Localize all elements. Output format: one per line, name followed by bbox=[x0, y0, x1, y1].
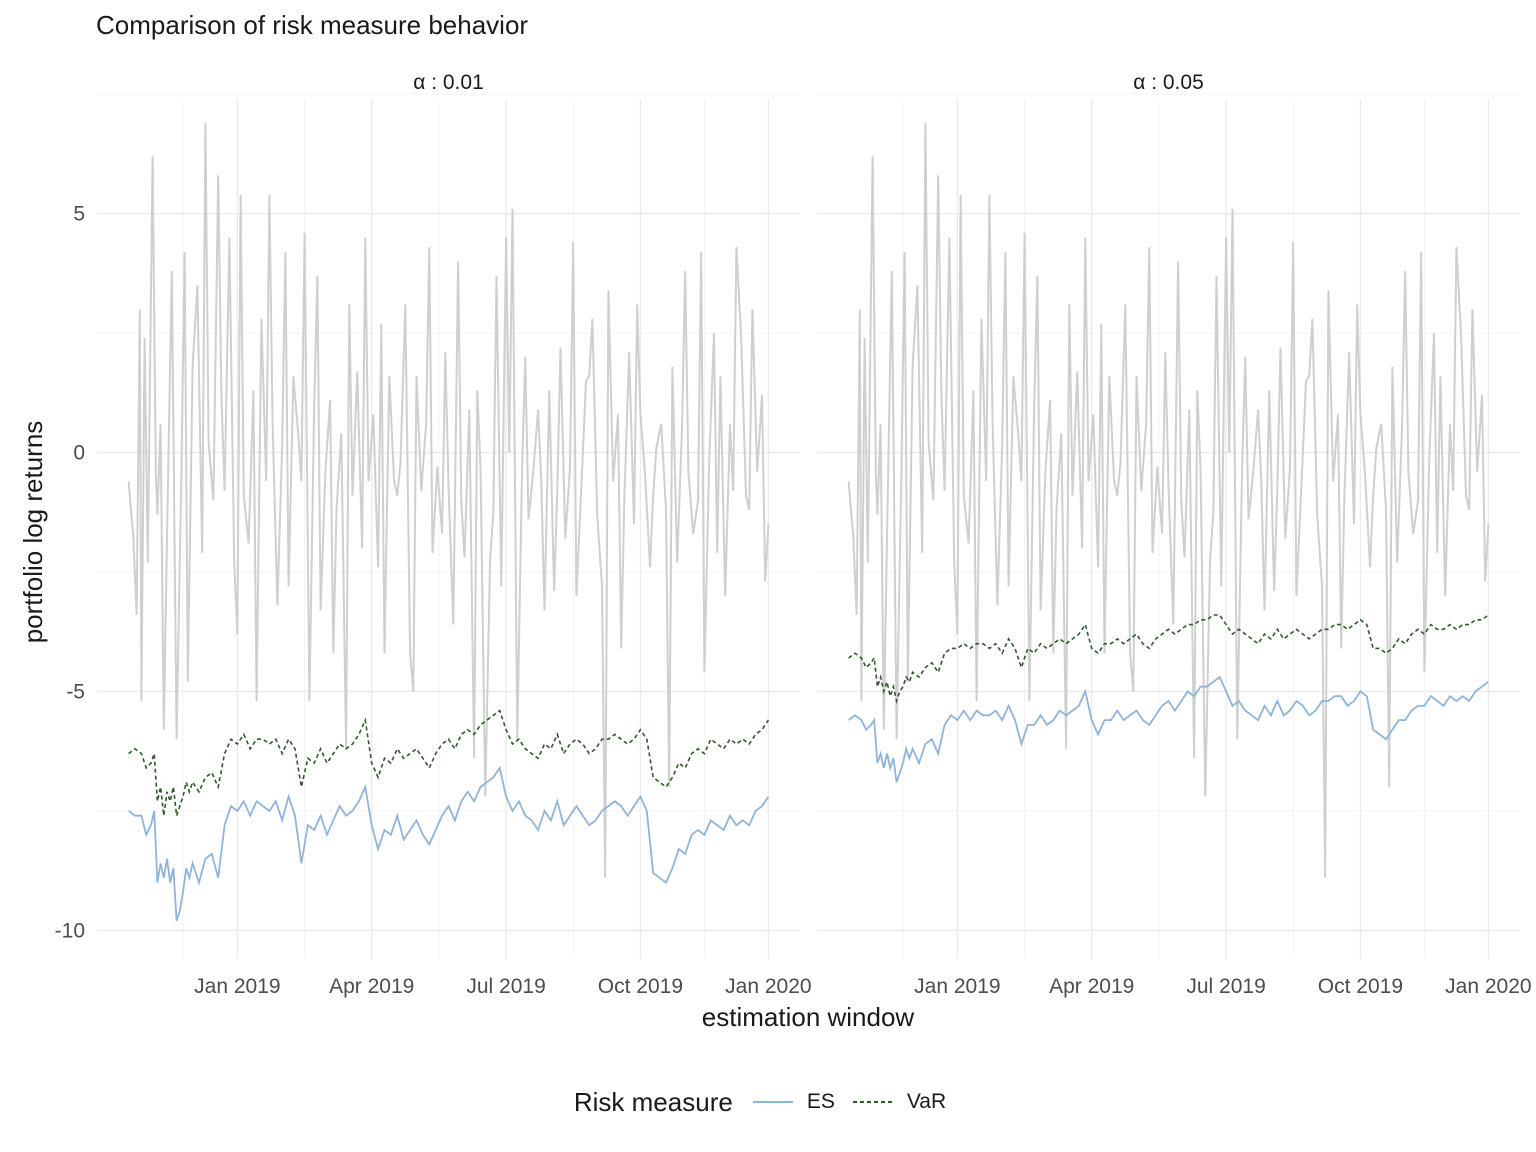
panel-strip-label: α : 0.05 bbox=[1133, 71, 1204, 94]
y-tick-label: -5 bbox=[66, 680, 85, 703]
returns-line bbox=[127, 122, 770, 878]
x-tick-label: Jul 2019 bbox=[1186, 975, 1265, 998]
x-tick-label: Jan 2020 bbox=[725, 975, 811, 998]
chart-title: Comparison of risk measure behavior bbox=[96, 10, 529, 40]
legend-item-var: VaR bbox=[851, 1090, 946, 1114]
y-tick-label: 5 bbox=[73, 203, 85, 226]
legend-label-var: VaR bbox=[906, 1090, 947, 1113]
legend: Risk measure ES VaR bbox=[0, 1078, 1536, 1126]
y-tick-label: 0 bbox=[73, 442, 85, 465]
var-line bbox=[848, 614, 1489, 704]
legend-title: Risk measure bbox=[573, 1086, 733, 1117]
chart-canvas: α : 0.01 5 0 -5 -10 Jan 2019 Apr 2019 Jul 2019 O… bbox=[18, 71, 1532, 1032]
y-tick-label: -10 bbox=[55, 919, 85, 942]
panel-2: α : 0.05 Jan 2019 Apr 2019 Jul 2019 Oct 2019… bbox=[817, 71, 1532, 998]
es-line bbox=[848, 675, 1489, 783]
x-tick-label: Apr 2019 bbox=[329, 975, 414, 998]
x-tick-label: Jul 2019 bbox=[466, 975, 545, 998]
x-tick-label: Oct 2019 bbox=[1318, 975, 1403, 998]
returns-line bbox=[847, 122, 1490, 878]
legend-label-es: ES bbox=[806, 1090, 835, 1113]
x-tick-label: Jan 2019 bbox=[194, 975, 280, 998]
panel-strip-label: α : 0.01 bbox=[413, 71, 484, 94]
legend-item-es: ES bbox=[751, 1090, 835, 1114]
var-line bbox=[128, 709, 770, 816]
x-axis-title: estimation window bbox=[702, 1002, 915, 1032]
y-axis-title: portfolio log returns bbox=[18, 421, 48, 644]
es-line bbox=[128, 765, 770, 922]
x-tick-label: Jan 2020 bbox=[1445, 975, 1531, 998]
x-tick-label: Jan 2019 bbox=[914, 975, 1000, 998]
panel-1: α : 0.01 5 0 -5 -10 Jan 2019 Apr 2019 Jul 2019 O… bbox=[55, 71, 812, 998]
x-tick-label: Apr 2019 bbox=[1049, 975, 1134, 998]
x-tick-label: Oct 2019 bbox=[598, 975, 683, 998]
legend-key-es bbox=[752, 1101, 793, 1103]
legend-key-var bbox=[852, 1101, 893, 1103]
